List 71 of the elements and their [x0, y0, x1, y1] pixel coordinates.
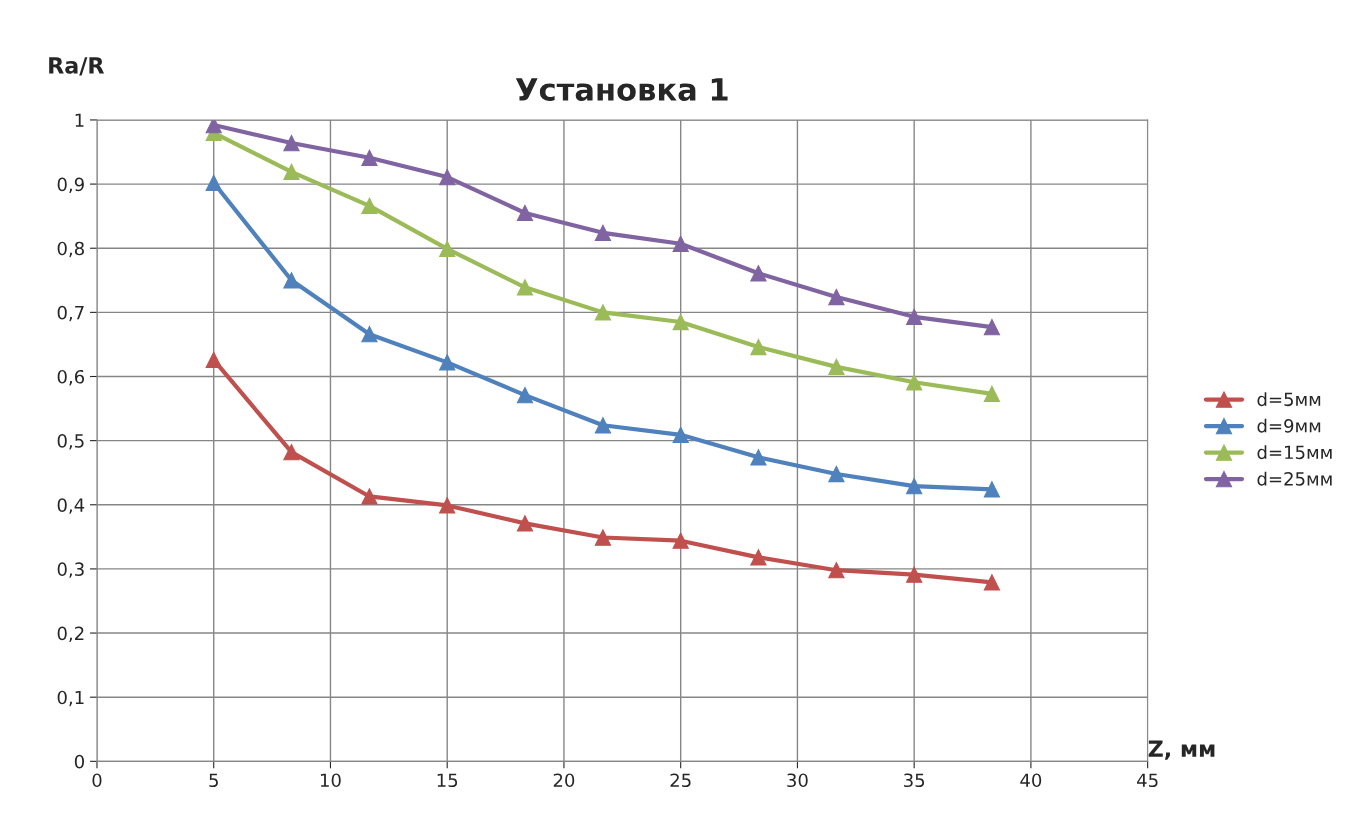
x-tick-label: 10 — [320, 773, 341, 788]
point — [594, 417, 612, 434]
point — [439, 240, 456, 258]
point — [983, 481, 1001, 498]
point — [750, 449, 767, 466]
point — [906, 308, 923, 326]
y-tick-label: 0 — [74, 754, 84, 769]
point — [983, 574, 1001, 591]
point — [361, 326, 378, 343]
legend-label: d=9мм — [1257, 418, 1321, 433]
point — [283, 444, 300, 461]
point — [516, 386, 534, 404]
y-axis-title: Ra/R — [49, 57, 105, 76]
point — [983, 318, 1001, 336]
point — [205, 119, 222, 134]
x-axis-title: Z, мм — [1148, 740, 1215, 760]
y-tick-label: 0,3 — [57, 562, 84, 578]
point — [983, 385, 1001, 402]
y-tick-label: 0,9 — [57, 177, 84, 194]
point — [283, 163, 300, 181]
x-tick-label: 15 — [437, 773, 458, 788]
y-tick-label: 0,7 — [57, 305, 84, 322]
point — [283, 272, 300, 289]
point — [828, 562, 845, 579]
point — [283, 134, 300, 152]
point — [439, 497, 456, 514]
point — [828, 358, 845, 376]
point — [439, 168, 456, 186]
point — [205, 351, 222, 368]
legend-label: d=5мм — [1257, 392, 1321, 407]
legend-label: d=15мм — [1257, 445, 1332, 460]
point — [672, 532, 689, 549]
x-tick-label: 5 — [209, 773, 218, 788]
x-tick-label: 25 — [670, 773, 691, 788]
point — [672, 313, 689, 331]
y-tick-label: 0,2 — [57, 626, 84, 643]
x-tick-label: 20 — [553, 773, 575, 788]
point — [594, 304, 612, 321]
y-tick-label: 0,6 — [57, 369, 85, 386]
point — [516, 515, 534, 532]
point — [906, 566, 923, 583]
point — [361, 197, 378, 215]
point — [672, 235, 689, 252]
point — [828, 288, 845, 306]
y-tick-label: 0,5 — [57, 434, 84, 450]
x-tick-label: 30 — [787, 773, 808, 788]
point — [594, 529, 612, 546]
x-tick-label: 40 — [1020, 773, 1042, 788]
y-tick-label: 1 — [75, 113, 84, 127]
point — [750, 549, 767, 566]
point — [516, 204, 534, 222]
x-tick-label: 0 — [92, 773, 102, 788]
y-tick-label: 0,8 — [57, 241, 84, 258]
point — [516, 279, 534, 296]
y-tick-label: 0,1 — [57, 690, 84, 707]
legend-label: d=25мм — [1257, 471, 1332, 486]
point — [906, 374, 923, 391]
x-tick-label: 45 — [1137, 773, 1158, 788]
point — [750, 265, 767, 282]
x-tick-label: 35 — [904, 773, 925, 788]
point — [672, 426, 689, 444]
point — [906, 478, 923, 495]
point — [594, 224, 612, 241]
point — [205, 174, 222, 191]
point — [828, 465, 845, 483]
point — [361, 149, 378, 166]
point — [361, 488, 378, 505]
point — [439, 354, 456, 371]
point — [750, 338, 767, 356]
chart-title: Установка 1 — [515, 78, 728, 101]
y-tick-label: 0,4 — [57, 498, 85, 514]
